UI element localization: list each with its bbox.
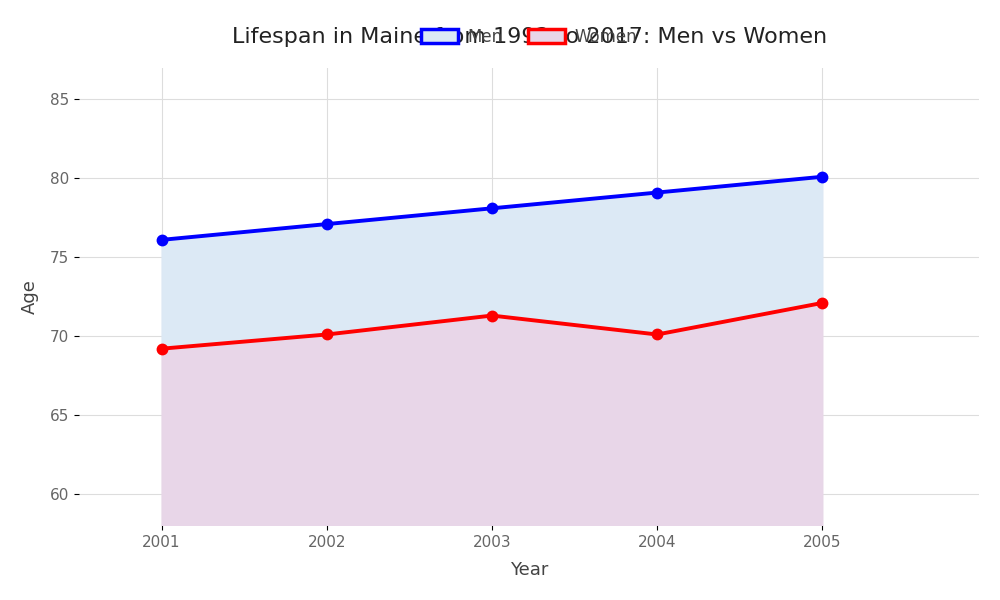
Title: Lifespan in Maine from 1992 to 2017: Men vs Women: Lifespan in Maine from 1992 to 2017: Men… xyxy=(232,27,827,47)
Men xyxy=(816,173,828,181)
Women xyxy=(816,299,828,307)
Men xyxy=(651,189,663,196)
Men xyxy=(156,236,168,244)
Women xyxy=(321,331,333,338)
Line: Women: Women xyxy=(157,298,827,353)
Y-axis label: Age: Age xyxy=(21,279,39,314)
Women xyxy=(156,345,168,352)
Women xyxy=(651,331,663,338)
Men xyxy=(321,220,333,227)
Women xyxy=(486,312,498,319)
Line: Men: Men xyxy=(157,172,827,245)
X-axis label: Year: Year xyxy=(510,561,548,579)
Legend: Men, Women: Men, Women xyxy=(414,22,644,53)
Men xyxy=(486,205,498,212)
